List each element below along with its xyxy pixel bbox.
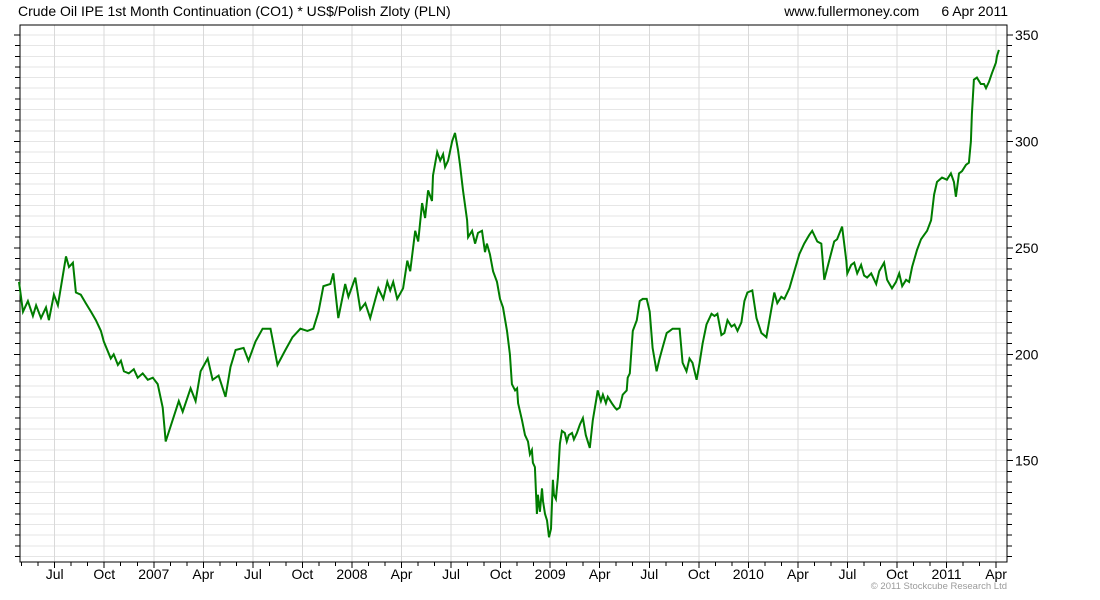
x-axis-tick-label: Apr	[192, 566, 214, 582]
x-axis-tick-label: Oct	[688, 566, 710, 582]
x-axis-tick-label: Oct	[292, 566, 314, 582]
y-axis-tick-label: 200	[1015, 346, 1039, 362]
x-axis-tick-label: Oct	[490, 566, 512, 582]
y-ticks	[14, 34, 1013, 557]
v-gridlines	[54, 25, 997, 562]
y-axis-tick-label: 350	[1015, 27, 1039, 43]
copyright-label: © 2011 Stockcube Research Ltd	[870, 581, 1007, 592]
chart-title: Crude Oil IPE 1st Month Continuation (CO…	[18, 3, 451, 19]
y-axis-tick-label: 250	[1015, 240, 1039, 256]
x-axis-tick-label: Apr	[985, 566, 1007, 582]
y-axis-tick-label: 300	[1015, 133, 1039, 149]
h-gridlines	[20, 34, 1007, 557]
x-axis-tick-label: Apr	[589, 566, 611, 582]
x-axis-tick-label: Jul	[442, 566, 460, 582]
x-axis-tick-label: Apr	[391, 566, 413, 582]
y-axis-labels: 150 200 250 300 350	[1015, 27, 1039, 469]
x-axis-tick-label: Oct	[93, 566, 115, 582]
x-axis-tick-label: Jul	[244, 566, 262, 582]
plot-border	[19, 24, 1008, 563]
x-axis-tick-label: Jul	[640, 566, 658, 582]
website-label: www.fullermoney.com	[784, 3, 920, 19]
x-axis-tick-label: Apr	[787, 566, 809, 582]
x-ticks	[21, 562, 997, 568]
y-axis-tick-label: 150	[1015, 453, 1039, 469]
x-axis-tick-label: 2008	[336, 566, 367, 582]
x-axis-labels: Jul Oct 2007 Apr Jul Oct 2008 Apr Jul Oct 2009 Apr J…	[46, 566, 1008, 582]
price-line	[18, 49, 1000, 538]
x-axis-tick-label: Jul	[46, 566, 64, 582]
x-axis-tick-label: 2011	[931, 566, 961, 582]
x-axis-tick-label: Jul	[839, 566, 857, 582]
header-meta: www.fullermoney.com 6 Apr 2011	[784, 3, 1008, 19]
x-axis-tick-label: 2010	[733, 566, 764, 582]
x-axis-tick-label: 2007	[138, 566, 169, 582]
date-label: 6 Apr 2011	[941, 3, 1008, 19]
x-axis-tick-label: Oct	[886, 566, 908, 582]
x-axis-tick-label: 2009	[535, 566, 566, 582]
